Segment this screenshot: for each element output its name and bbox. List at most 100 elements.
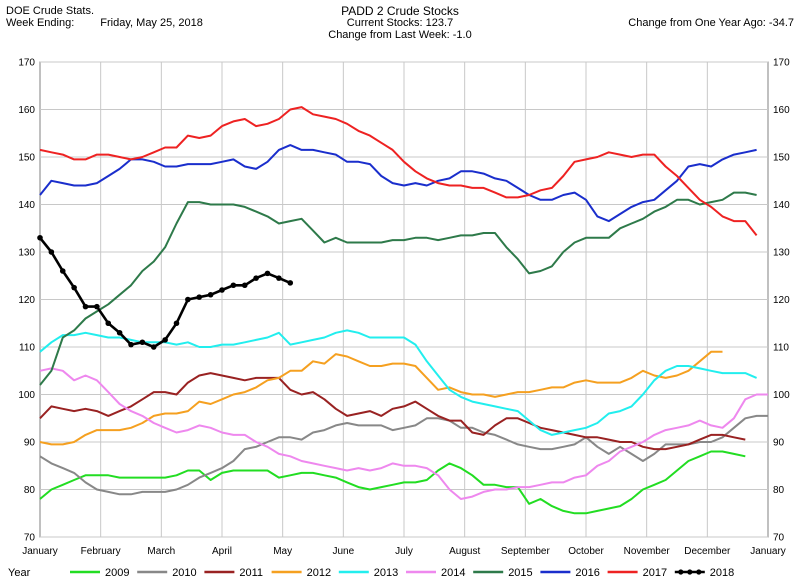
data-point: [71, 284, 77, 291]
y-tick-label-right: 110: [773, 343, 789, 354]
y-tick-label-left: 90: [24, 438, 36, 449]
legend-label: 2015: [508, 567, 532, 579]
y-tick-label-right: 120: [773, 295, 790, 306]
y-tick-label-right: 170: [773, 58, 790, 69]
y-tick-label-left: 110: [19, 343, 35, 354]
change-last-week: Change from Last Week: -1.0: [328, 29, 472, 41]
legend-item-2009: 2009: [70, 567, 129, 579]
data-point: [128, 341, 134, 348]
legend-marker: [678, 569, 684, 575]
x-tick-label: February: [81, 546, 121, 557]
series-2012: [39, 350, 723, 446]
x-tick-label: July: [395, 546, 413, 557]
legend-label: 2016: [575, 567, 599, 579]
legend-label: 2011: [239, 567, 263, 579]
y-tick-label-left: 130: [18, 248, 35, 259]
current-stocks: Current Stocks: 123.7: [346, 17, 454, 29]
x-tick-label: August: [449, 546, 480, 557]
series-line-2017: [39, 106, 758, 237]
legend-item-2017: 2017: [607, 567, 667, 579]
y-tick-label-left: 100: [18, 390, 35, 401]
data-point: [207, 291, 214, 298]
data-point: [264, 270, 271, 277]
series-2015: [39, 191, 757, 386]
y-tick-label-left: 170: [18, 58, 35, 69]
data-point: [241, 282, 248, 289]
legend-marker: [687, 569, 693, 575]
legend: Year 2009 2010 2011 2012 2013 2014 2015 2016 2017…: [8, 567, 734, 579]
chart-heading-left: DOE Crude Stats. Week Ending: Friday, May…: [6, 5, 203, 29]
week-ending-label: Week Ending:: [6, 17, 75, 29]
x-tick-label: May: [273, 546, 292, 557]
series-line-2010: [39, 414, 768, 496]
x-tick-label: April: [212, 546, 232, 557]
change-year-ago: Change from One Year Ago: -34.7: [628, 17, 794, 29]
series-line-2011: [39, 372, 746, 451]
chart-heading-center: PADD 2 Crude Stocks Current Stocks: 123.…: [290, 5, 510, 41]
series-2009: [39, 450, 746, 515]
x-tick-label: October: [568, 546, 604, 557]
legend-label: 2017: [643, 567, 667, 579]
y-tick-label-right: 100: [773, 390, 790, 401]
data-point: [162, 337, 168, 343]
data-point: [196, 294, 203, 300]
data-point: [276, 275, 282, 281]
week-ending-date: Friday, May 25, 2018: [100, 17, 203, 29]
legend-label: 2018: [710, 567, 734, 579]
x-tick-label: September: [501, 546, 551, 557]
series-line-2014: [39, 367, 768, 500]
x-tick-label: December: [684, 546, 731, 557]
chart-title: PADD 2 Crude Stocks: [341, 4, 459, 18]
data-point: [94, 303, 100, 310]
legend-item-2016: 2016: [540, 567, 600, 579]
legend-label: 2010: [172, 567, 196, 579]
series-line-2012: [39, 350, 723, 446]
x-tick-label: June: [332, 546, 354, 557]
data-point: [59, 268, 66, 274]
y-tick-label-right: 150: [773, 153, 790, 164]
legend-item-2015: 2015: [473, 567, 533, 579]
x-tick-label: January: [22, 546, 58, 557]
data-point: [82, 303, 89, 310]
data-point: [185, 296, 191, 303]
legend-title: Year: [8, 567, 31, 579]
series-2016: [39, 144, 757, 223]
legend-item-2018: 2018: [674, 567, 734, 579]
legend-label: 2014: [441, 567, 465, 579]
y-tick-label-left: 120: [18, 295, 35, 306]
series-line-2009: [39, 450, 746, 515]
legend-marker: [696, 569, 702, 575]
data-point: [116, 329, 123, 336]
week-ending-row: Week Ending: Friday, May 25, 2018: [6, 17, 203, 29]
data-point: [105, 320, 112, 327]
x-tick-label: January: [750, 546, 786, 557]
data-point: [139, 339, 146, 346]
data-point: [150, 344, 157, 350]
data-point: [287, 280, 294, 286]
y-tick-label-right: 80: [773, 485, 785, 496]
series-line-2015: [39, 191, 757, 386]
data-point: [48, 249, 55, 255]
series-2018: [37, 234, 294, 350]
y-tick-label-left: 150: [18, 153, 35, 164]
legend-item-2012: 2012: [271, 567, 331, 579]
series-2010: [39, 414, 768, 496]
data-point: [37, 234, 43, 241]
source-title: DOE Crude Stats.: [6, 5, 95, 17]
y-tick-label-right: 70: [773, 533, 785, 544]
x-tick-label: November: [624, 546, 671, 557]
legend-label: 2013: [374, 567, 398, 579]
y-tick-label-left: 80: [24, 485, 36, 496]
y-tick-label-right: 160: [773, 105, 790, 116]
legend-item-2014: 2014: [406, 567, 465, 579]
legend-item-2013: 2013: [338, 567, 398, 579]
y-tick-label-left: 140: [18, 200, 35, 211]
y-tick-label-right: 130: [773, 248, 790, 259]
series-2017: [39, 106, 758, 237]
legend-label: 2012: [307, 567, 331, 579]
legend-item-2010: 2010: [137, 567, 197, 579]
y-tick-label-left: 70: [24, 533, 36, 544]
series-2014: [39, 367, 768, 500]
data-point: [219, 287, 225, 293]
